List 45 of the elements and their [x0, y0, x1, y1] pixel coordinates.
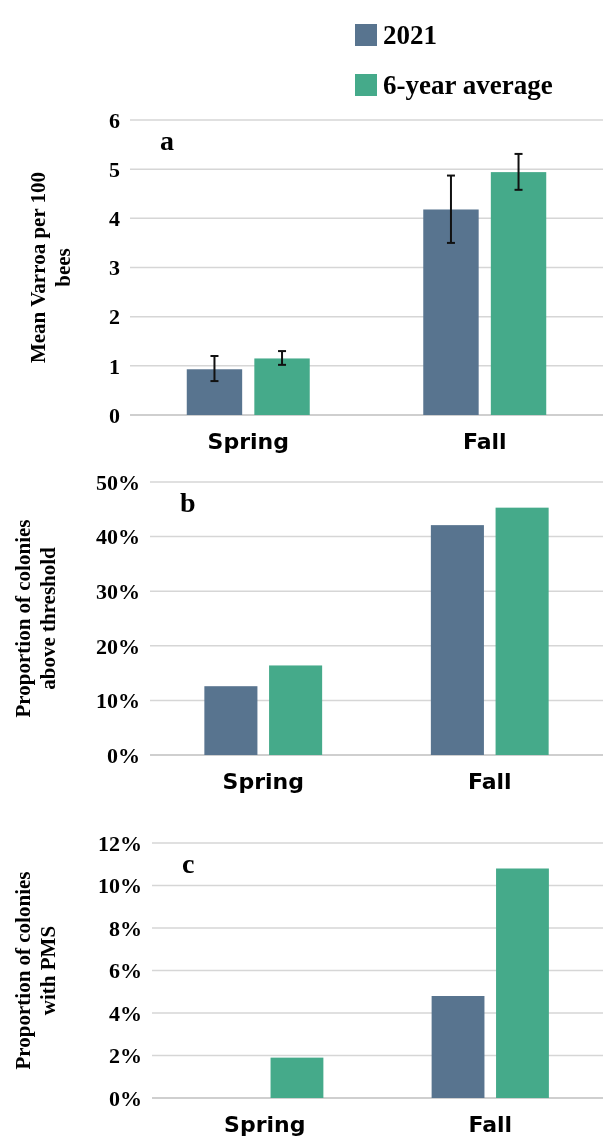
x-tick-label: Spring [222, 769, 304, 794]
legend-label: 2021 [383, 20, 437, 51]
bar [490, 172, 547, 415]
bar [186, 369, 243, 415]
bar [431, 996, 485, 1098]
y-axis-title: Proportion of colonies above threshold [11, 519, 61, 718]
y-tick-label: 0% [109, 1085, 142, 1111]
y-axis-title: Proportion of colonies with PMS [11, 871, 61, 1070]
legend-label: 6-year average [383, 70, 553, 101]
y-tick-label: 6 [109, 107, 120, 133]
y-tick-label: 10% [96, 688, 140, 714]
bar [269, 665, 323, 755]
bar [254, 358, 310, 415]
bar [423, 209, 479, 415]
bar [496, 868, 549, 1098]
y-tick-label: 40% [96, 524, 140, 550]
x-tick-label: Fall [468, 1112, 513, 1137]
y-tick-label: 6% [109, 958, 142, 984]
chart-title: a [160, 125, 174, 156]
y-tick-label: 50% [96, 469, 140, 495]
y-tick-label: 20% [96, 633, 140, 659]
x-tick-label: Spring [207, 429, 289, 454]
y-tick-label: 2% [109, 1043, 142, 1069]
y-axis-title: Mean Varroa per 100 bees [26, 171, 76, 364]
y-tick-label: 0 [109, 402, 120, 428]
chart-title: c [182, 848, 195, 879]
x-tick-label: Spring [224, 1112, 306, 1137]
y-tick-label: 30% [96, 578, 140, 604]
y-tick-label: 5 [109, 156, 120, 182]
bar [495, 507, 549, 755]
y-tick-label: 4% [109, 1000, 142, 1026]
y-tick-label: 0% [107, 742, 140, 768]
bar [270, 1057, 324, 1098]
y-tick-label: 12% [98, 830, 142, 856]
bar [430, 525, 484, 755]
bar [204, 686, 258, 755]
x-tick-label: Fall [462, 429, 507, 454]
y-tick-label: 2 [109, 304, 120, 330]
y-tick-label: 3 [109, 255, 120, 281]
y-tick-label: 10% [98, 873, 142, 899]
x-tick-label: Fall [467, 769, 512, 794]
chart-title: b [180, 487, 196, 518]
y-tick-label: 1 [109, 353, 120, 379]
y-tick-label: 8% [109, 915, 142, 941]
y-tick-label: 4 [109, 206, 120, 232]
